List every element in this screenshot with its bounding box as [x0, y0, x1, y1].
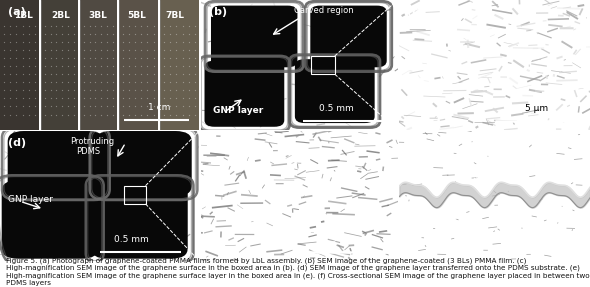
Text: 1BL: 1BL: [14, 11, 33, 20]
FancyBboxPatch shape: [310, 6, 386, 67]
FancyBboxPatch shape: [8, 131, 104, 196]
Text: PDMS layer: PDMS layer: [415, 212, 463, 221]
FancyBboxPatch shape: [295, 59, 375, 123]
Text: GNP layer: GNP layer: [8, 195, 53, 205]
Text: Carved region: Carved region: [293, 6, 353, 15]
Bar: [124, 186, 146, 204]
FancyBboxPatch shape: [96, 131, 192, 196]
Text: (d): (d): [8, 138, 26, 148]
Text: 5 μm: 5 μm: [525, 235, 548, 244]
Bar: [311, 56, 335, 74]
Text: Figure 5. (a) Photograph of graphene-coated PMMA films formed by LbL assembly. (: Figure 5. (a) Photograph of graphene-coa…: [6, 257, 589, 286]
Text: (b): (b): [209, 7, 227, 17]
Text: 5BL: 5BL: [127, 11, 146, 20]
Text: 1 cm: 1 cm: [148, 103, 170, 112]
Text: (c): (c): [407, 7, 424, 17]
Text: 3BL: 3BL: [88, 11, 107, 20]
Text: 0.5 mm: 0.5 mm: [319, 104, 354, 113]
Bar: [80, 0, 117, 130]
Text: Protruding: Protruding: [70, 137, 114, 146]
Text: GNP layer: GNP layer: [480, 147, 522, 156]
Text: 0.5 mm: 0.5 mm: [114, 235, 149, 244]
Text: 7BL: 7BL: [166, 11, 185, 20]
Text: (a): (a): [8, 7, 26, 17]
FancyBboxPatch shape: [2, 180, 98, 259]
Text: 2BL: 2BL: [51, 11, 70, 20]
Bar: [41, 0, 78, 130]
Bar: [159, 0, 199, 130]
Text: GNP layer: GNP layer: [213, 106, 263, 115]
Bar: [119, 0, 158, 130]
FancyBboxPatch shape: [205, 61, 284, 127]
Text: (f): (f): [407, 138, 422, 148]
Text: PDMS: PDMS: [76, 147, 100, 156]
FancyBboxPatch shape: [211, 6, 297, 67]
Text: 5 μm: 5 μm: [331, 235, 354, 244]
Bar: [0, 0, 39, 130]
Text: 5 μm: 5 μm: [525, 104, 548, 113]
Text: (e): (e): [209, 138, 227, 148]
FancyBboxPatch shape: [91, 180, 188, 259]
